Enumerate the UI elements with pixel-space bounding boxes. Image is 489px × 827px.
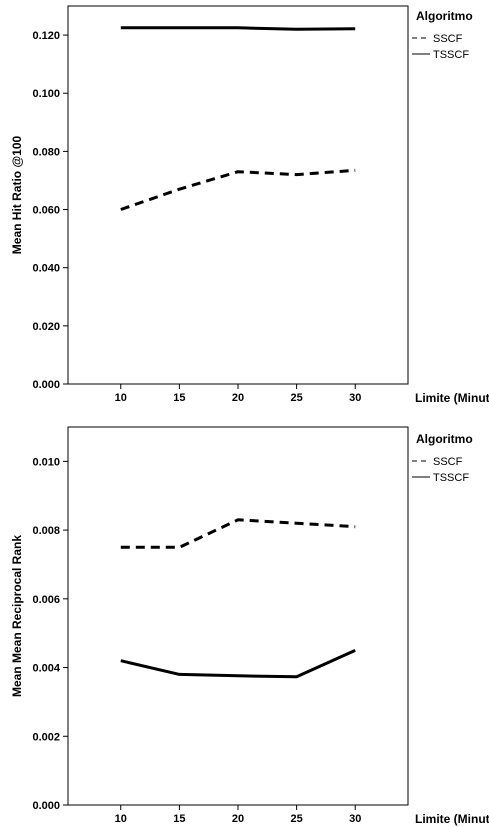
x-tick-label: 25 [290, 392, 302, 404]
x-axis-title: Limite (Minutos) [415, 812, 489, 826]
x-tick-label: 15 [173, 813, 185, 825]
y-tick-label: 0.010 [32, 456, 60, 468]
y-tick-label: 0.080 [32, 146, 60, 158]
y-tick-label: 0.006 [32, 594, 60, 606]
x-tick-label: 30 [349, 813, 361, 825]
series-line-sscf [120, 518, 356, 549]
y-axis-title: Mean Mean Reciprocal Rank [10, 535, 24, 697]
x-tick-label: 30 [349, 392, 361, 404]
y-tick-label: 0.000 [32, 379, 60, 391]
legend-title: Algoritmo [416, 432, 473, 446]
legend-title: Algoritmo [416, 9, 473, 23]
y-tick-label: 0.004 [32, 663, 60, 675]
y-tick-label: 0.000 [32, 800, 60, 812]
y-tick-label: 0.002 [32, 731, 60, 743]
x-tick-label: 10 [115, 392, 127, 404]
legend-label-tsscf: TSSCF [433, 472, 469, 484]
x-tick-label: 25 [290, 813, 302, 825]
chart-2: 0.000 0.002 0.004 0.006 0.008 0.010 10 15 20 25 30… [10, 426, 489, 826]
x-tick-label: 10 [115, 813, 127, 825]
plot-frame [67, 5, 409, 385]
y-tick-label: 0.020 [32, 321, 60, 333]
y-tick-label: 0.060 [32, 205, 60, 217]
legend-label-sscf: SSCF [433, 456, 463, 468]
legend-label-sscf: SSCF [433, 33, 463, 45]
y-tick-label: 0.120 [32, 30, 60, 42]
chart-1: 0.000 0.020 0.040 0.060 0.080 0.100 0.120 10 15 2… [10, 5, 489, 405]
x-tick-label: 15 [173, 392, 185, 404]
x-axis-title: Limite (Minutos) [415, 391, 489, 405]
series-line-tsscf [120, 26, 356, 31]
plot-frame [67, 426, 409, 806]
x-tick-label: 20 [232, 813, 244, 825]
series-line-sscf [120, 168, 356, 211]
y-tick-label: 0.100 [32, 88, 60, 100]
y-axis-title: Mean Hit Ratio @100 [10, 135, 24, 254]
y-tick-label: 0.040 [32, 263, 60, 275]
x-tick-label: 20 [232, 392, 244, 404]
legend-label-tsscf: TSSCF [433, 49, 469, 61]
y-tick-label: 0.008 [32, 525, 60, 537]
series-line-tsscf [120, 649, 356, 679]
